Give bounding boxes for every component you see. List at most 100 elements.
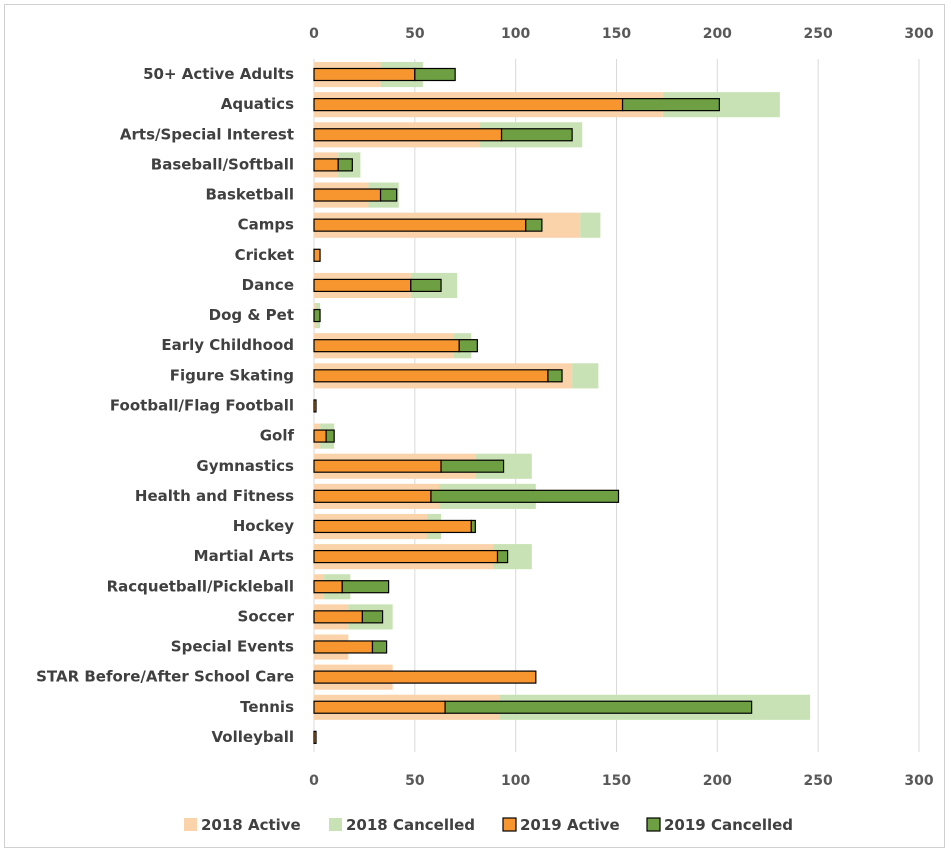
category-label-aquatics: Aquatics bbox=[221, 95, 294, 113]
bar-2019-active-early-childhood bbox=[313, 339, 460, 353]
bar-2019-active-figure-skating bbox=[313, 369, 549, 383]
bars bbox=[313, 62, 811, 744]
bar-2019-active-martial-arts bbox=[313, 549, 499, 564]
bar-2019-cancelled-camps bbox=[525, 218, 543, 232]
category-label-health-and-fitness: Health and Fitness bbox=[135, 487, 294, 505]
category-label-camps: Camps bbox=[238, 216, 294, 234]
bar-2019-cancelled-soccer bbox=[361, 610, 384, 624]
bar-2019-cancelled-baseball-softball bbox=[337, 158, 353, 172]
bar-group-hockey bbox=[313, 513, 476, 540]
bar-2019-cancelled-arts-special-interest bbox=[500, 128, 573, 142]
category-label-dance: Dance bbox=[242, 276, 294, 294]
bar-2018-cancelled-figure-skating bbox=[572, 363, 599, 389]
bar-2019-cancelled-golf bbox=[325, 429, 335, 443]
bar-2018-cancelled-camps bbox=[580, 212, 601, 238]
bar-group-health-and-fitness bbox=[313, 483, 620, 509]
bar-2019-active-racquetball-pickleball bbox=[313, 580, 343, 594]
bar-group-50-active-adults bbox=[313, 62, 456, 88]
bar-group-gymnastics bbox=[313, 453, 532, 479]
x-tick-bottom-200: 200 bbox=[703, 773, 732, 789]
category-label-golf: Golf bbox=[260, 427, 295, 445]
bar-2019-active-soccer bbox=[313, 610, 364, 624]
x-tick-top-150: 150 bbox=[602, 26, 631, 42]
legend-swatch-2018-active bbox=[184, 818, 197, 831]
bar-2019-cancelled-aquatics bbox=[621, 98, 720, 112]
bar-2019-cancelled-basketball bbox=[379, 188, 398, 202]
bar-2019-active-baseball-softball bbox=[313, 158, 339, 172]
bar-2019-cancelled-special-events bbox=[371, 640, 388, 654]
bar-2019-active-tennis bbox=[313, 700, 446, 714]
bar-group-star-before-after-school-care bbox=[313, 664, 537, 690]
category-label-baseball-softball: Baseball/Softball bbox=[151, 155, 294, 173]
bar-2019-cancelled-health-and-fitness bbox=[430, 489, 620, 503]
legend-label-2018-active: 2018 Active bbox=[201, 816, 301, 834]
category-label-gymnastics: Gymnastics bbox=[196, 457, 294, 475]
category-label-figure-skating: Figure Skating bbox=[170, 366, 294, 384]
bar-2019-active-star-before-after-school-care bbox=[313, 670, 537, 684]
legend: 2018 Active 2018 Cancelled 2019 Active 2019… bbox=[184, 816, 793, 834]
legend-item-2019-active: 2019 Active bbox=[502, 816, 620, 834]
bar-group-racquetball-pickleball bbox=[313, 574, 390, 600]
x-tick-bottom-150: 150 bbox=[602, 773, 631, 789]
bar-2019-cancelled-figure-skating bbox=[547, 369, 563, 383]
bar-group-special-events bbox=[313, 634, 388, 660]
bar-group-dog-pet bbox=[313, 303, 321, 329]
bar-group-baseball-softball bbox=[313, 152, 361, 178]
x-tick-bottom-250: 250 bbox=[804, 773, 833, 789]
bar-2019-cancelled-martial-arts bbox=[496, 549, 509, 564]
bar-group-volleyball bbox=[313, 730, 317, 744]
bar-2019-cancelled-dog-pet bbox=[313, 308, 321, 323]
x-tick-top-200: 200 bbox=[703, 26, 732, 42]
category-label-arts-special-interest: Arts/Special Interest bbox=[120, 125, 294, 143]
bar-group-early-childhood bbox=[313, 333, 478, 359]
x-tick-bottom-300: 300 bbox=[904, 773, 933, 789]
bar-group-cricket bbox=[313, 248, 321, 262]
category-label-tennis: Tennis bbox=[240, 698, 294, 716]
x-tick-top-100: 100 bbox=[501, 26, 530, 42]
bar-2019-active-basketball bbox=[313, 188, 382, 202]
category-label-special-events: Special Events bbox=[171, 638, 294, 656]
bar-group-soccer bbox=[313, 604, 393, 630]
bar-2019-active-camps bbox=[313, 218, 527, 232]
category-label-football-flag-football: Football/Flag Football bbox=[110, 396, 294, 414]
legend-swatch-2019-active bbox=[502, 817, 517, 832]
bar-2019-active-health-and-fitness bbox=[313, 489, 432, 503]
x-axis-bottom-ticks: 0 50 100 150 200 250 300 bbox=[309, 773, 934, 789]
category-label-cricket: Cricket bbox=[235, 246, 294, 264]
bar-group-tennis bbox=[313, 694, 811, 720]
category-label-dog-pet: Dog & Pet bbox=[209, 306, 294, 324]
bar-group-arts-special-interest bbox=[313, 122, 583, 148]
bar-group-martial-arts bbox=[313, 544, 532, 570]
legend-label-2019-active: 2019 Active bbox=[520, 816, 620, 834]
legend-item-2018-cancelled: 2018 Cancelled bbox=[329, 816, 475, 834]
bar-group-football-flag-football bbox=[313, 399, 317, 413]
category-label-racquetball-pickleball: Racquetball/Pickleball bbox=[107, 577, 294, 595]
legend-swatch-2018-cancelled bbox=[329, 818, 342, 831]
bar-2019-cancelled-racquetball-pickleball bbox=[341, 580, 390, 594]
legend-swatch-2019-cancelled bbox=[646, 817, 661, 832]
bar-2019-active-special-events bbox=[313, 640, 374, 654]
legend-label-2019-cancelled: 2019 Cancelled bbox=[664, 816, 793, 834]
bar-group-golf bbox=[313, 423, 335, 449]
bar-group-figure-skating bbox=[313, 363, 599, 389]
bar-group-basketball bbox=[313, 182, 399, 208]
x-tick-bottom-100: 100 bbox=[501, 773, 530, 789]
bar-2019-active-football-flag-football bbox=[313, 399, 317, 413]
category-label-50-active-adults: 50+ Active Adults bbox=[143, 65, 294, 83]
bar-2019-active-gymnastics bbox=[313, 459, 442, 473]
bar-2019-active-50-active-adults bbox=[313, 67, 416, 82]
legend-item-2019-cancelled: 2019 Cancelled bbox=[646, 816, 793, 834]
bar-2019-active-hockey bbox=[313, 519, 472, 534]
bar-2019-cancelled-tennis bbox=[444, 700, 753, 714]
bar-group-dance bbox=[313, 272, 458, 299]
bar-2019-active-aquatics bbox=[313, 98, 624, 112]
bar-2019-active-cricket bbox=[313, 248, 321, 262]
bar-2019-cancelled-hockey bbox=[470, 519, 476, 534]
x-axis-top-ticks: 0 50 100 150 200 250 300 bbox=[309, 26, 934, 42]
category-label-soccer: Soccer bbox=[238, 607, 295, 625]
x-tick-top-250: 250 bbox=[804, 26, 833, 42]
bar-group-aquatics bbox=[313, 92, 780, 118]
legend-item-2018-active: 2018 Active bbox=[184, 816, 301, 834]
bar-2019-cancelled-gymnastics bbox=[440, 459, 505, 473]
